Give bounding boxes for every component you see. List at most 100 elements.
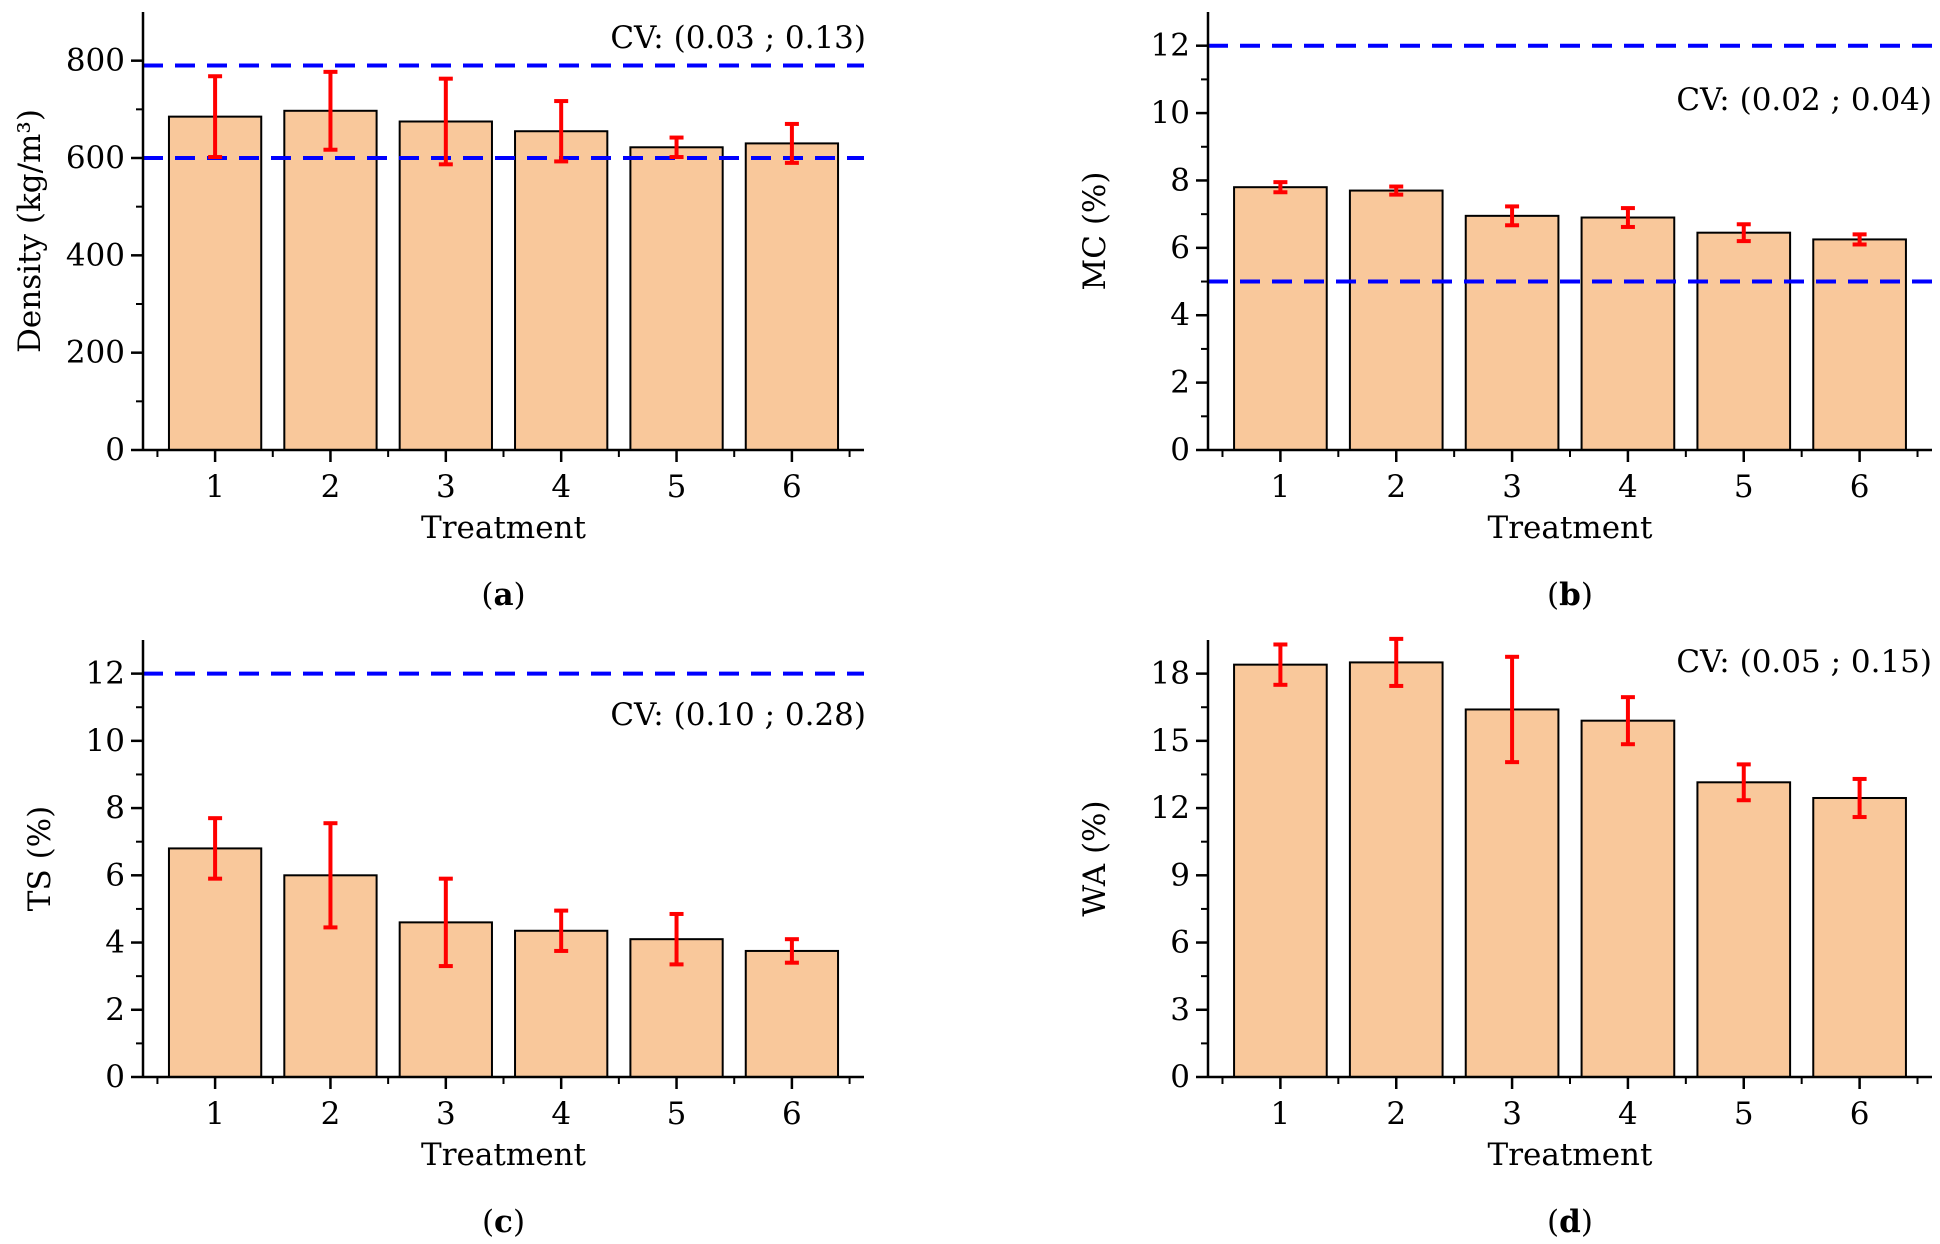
y-tick-label-ts-8: 8 (105, 790, 125, 826)
cv-annotation-density: CV: (0.03 ; 0.13) (610, 20, 866, 56)
y-tick-label-mc-8: 8 (1170, 162, 1190, 198)
x-tick-label-mc-5: 5 (1734, 469, 1754, 505)
bar-density-6 (744, 142, 840, 451)
y-tick-label-ts-0: 0 (105, 1059, 125, 1095)
y-tick-label-wa-3: 3 (1170, 992, 1190, 1028)
x-tick-label-wa-4: 4 (1618, 1096, 1638, 1132)
bar-density-5 (629, 146, 724, 451)
y-tick-label-wa-12: 12 (1151, 790, 1190, 826)
x-axis-label-mc: Treatment (1488, 510, 1653, 546)
x-tick-label-wa-1: 1 (1271, 1096, 1291, 1132)
error-bar-density-4 (554, 99, 569, 164)
panel-caption-c: (c) (482, 1204, 525, 1240)
bar-wa-5 (1696, 781, 1792, 1078)
bar-wa-4 (1580, 719, 1676, 1079)
panel-caption-b: (b) (1547, 577, 1593, 613)
bar-ts-6 (744, 949, 840, 1079)
error-bar-ts-2 (323, 821, 338, 930)
y-tick-label-mc-0: 0 (1170, 432, 1190, 468)
bar-density-2 (283, 109, 378, 451)
bar-mc-2 (1348, 189, 1444, 451)
x-tick-label-wa-3: 3 (1502, 1096, 1522, 1132)
x-tick-label-mc-2: 2 (1386, 469, 1406, 505)
bar-mc-6 (1812, 238, 1907, 451)
y-tick-label-density-200: 200 (66, 335, 125, 371)
x-tick-label-ts-5: 5 (667, 1096, 687, 1132)
error-bar-wa-3 (1505, 654, 1520, 765)
x-tick-label-ts-3: 3 (436, 1096, 456, 1132)
x-axis-label-wa: Treatment (1488, 1137, 1653, 1173)
error-bar-wa-4 (1620, 695, 1635, 747)
panel-caption-a: (a) (481, 577, 525, 613)
x-tick-label-wa-5: 5 (1734, 1096, 1754, 1132)
error-bar-wa-2 (1389, 636, 1404, 688)
y-tick-label-ts-4: 4 (105, 925, 125, 961)
cv-annotation-mc: CV: (0.02 ; 0.04) (1676, 82, 1932, 118)
cv-annotation-wa: CV: (0.05 ; 0.15) (1676, 644, 1932, 680)
y-axis-label-wa: WA (%) (1077, 800, 1113, 916)
x-tick-label-wa-2: 2 (1386, 1096, 1406, 1132)
y-tick-label-mc-10: 10 (1151, 95, 1190, 131)
bar-wa-1 (1233, 663, 1328, 1079)
error-bar-mc-2 (1389, 184, 1404, 197)
x-tick-label-density-5: 5 (667, 469, 687, 505)
x-tick-label-density-2: 2 (321, 469, 341, 505)
bar-ts-1 (167, 847, 263, 1079)
x-tick-label-ts-2: 2 (321, 1096, 341, 1132)
y-tick-label-ts-6: 6 (105, 857, 125, 893)
x-tick-label-ts-6: 6 (782, 1096, 802, 1132)
error-bar-density-6 (784, 121, 799, 165)
bar-wa-3 (1464, 708, 1560, 1078)
error-bar-wa-5 (1736, 762, 1751, 803)
x-tick-label-mc-1: 1 (1271, 469, 1291, 505)
x-tick-label-density-6: 6 (782, 469, 802, 505)
bar-mc-5 (1696, 231, 1792, 451)
y-axis-label-density: Density (kg/m³) (12, 109, 48, 353)
error-bar-density-3 (438, 76, 453, 167)
error-bar-ts-1 (208, 816, 223, 881)
y-tick-label-wa-15: 15 (1151, 723, 1190, 759)
error-bar-mc-5 (1736, 222, 1751, 244)
y-axis-label-ts: TS (%) (22, 806, 58, 911)
error-bar-density-1 (208, 74, 223, 160)
x-tick-label-density-3: 3 (436, 469, 456, 505)
error-bar-ts-4 (554, 908, 569, 953)
bar-mc-1 (1233, 186, 1328, 451)
y-tick-label-density-400: 400 (66, 237, 125, 273)
y-tick-label-mc-2: 2 (1170, 365, 1190, 401)
error-bar-ts-5 (669, 911, 684, 967)
x-axis-label-ts: Treatment (421, 1137, 586, 1173)
x-tick-label-ts-1: 1 (205, 1096, 225, 1132)
x-axis-label-density: Treatment (421, 510, 586, 546)
y-tick-label-ts-12: 12 (86, 656, 125, 692)
bar-density-1 (167, 115, 263, 451)
error-bar-wa-6 (1852, 776, 1867, 820)
x-tick-label-density-4: 4 (551, 469, 571, 505)
error-bar-mc-6 (1852, 232, 1867, 247)
x-tick-label-wa-6: 6 (1850, 1096, 1870, 1132)
y-axis-label-mc: MC (%) (1077, 172, 1113, 291)
bar-mc-4 (1580, 216, 1676, 451)
bar-wa-6 (1812, 796, 1907, 1078)
plot-area-density: 0 200 400 600 800 1 2 3 4 5 6 (66, 12, 864, 505)
panel-caption-d: (d) (1547, 1204, 1593, 1240)
y-tick-label-wa-9: 9 (1170, 857, 1190, 893)
y-tick-label-mc-6: 6 (1170, 230, 1190, 266)
y-tick-label-wa-6: 6 (1170, 925, 1190, 961)
cv-annotation-ts: CV: (0.10 ; 0.28) (610, 697, 866, 733)
error-bar-density-2 (323, 69, 338, 152)
bar-mc-3 (1464, 214, 1560, 451)
y-tick-label-mc-12: 12 (1151, 28, 1190, 64)
x-tick-label-ts-4: 4 (551, 1096, 571, 1132)
x-tick-label-mc-6: 6 (1850, 469, 1870, 505)
bar-density-3 (398, 120, 493, 451)
error-bar-mc-1 (1273, 180, 1288, 195)
y-tick-label-wa-0: 0 (1170, 1059, 1190, 1095)
y-tick-label-ts-2: 2 (105, 992, 125, 1028)
